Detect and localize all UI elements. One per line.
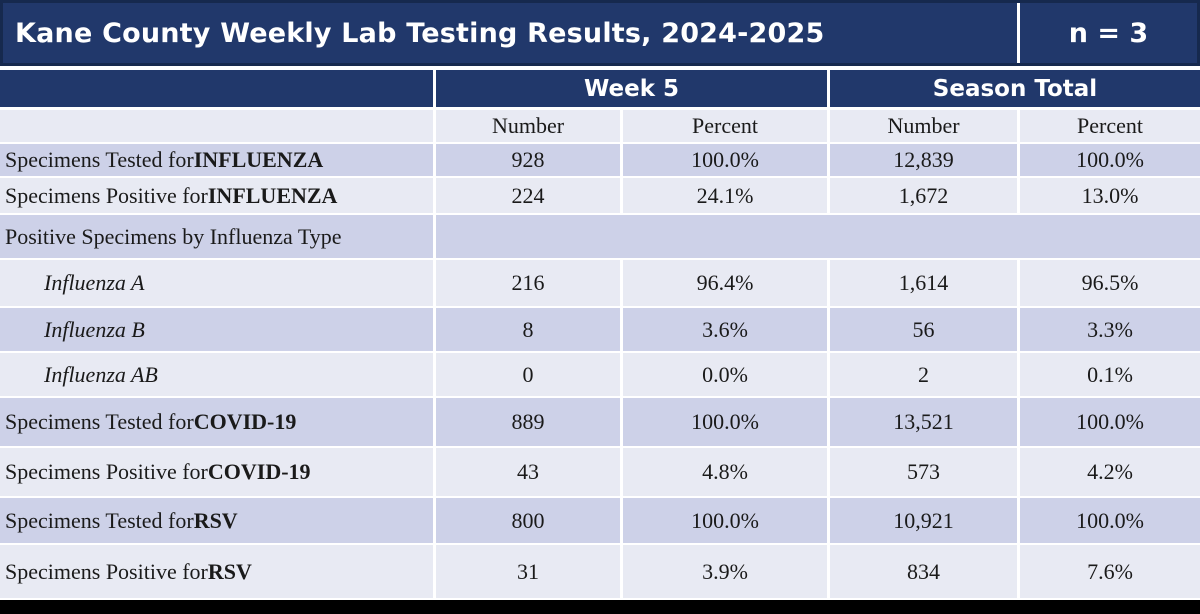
value-cell: 12,839 [827, 144, 1017, 178]
table-row: Specimens Positive for COVID-19 43 4.8% 573… [0, 448, 1200, 498]
value-cell: 4.2% [1017, 448, 1200, 498]
row-label: Specimens Tested for COVID-19 [0, 398, 433, 448]
table-row: Specimens Tested for RSV 800 100.0% 10,921 1… [0, 498, 1200, 545]
merged-empty-cell [433, 215, 1200, 260]
value-cell: 100.0% [620, 144, 827, 178]
value-cell: 0 [433, 353, 620, 398]
value-cell: 100.0% [1017, 144, 1200, 178]
value-cell: 100.0% [620, 398, 827, 448]
value-cell: 834 [827, 545, 1017, 600]
value-cell: 1,614 [827, 260, 1017, 308]
table-row: Specimens Positive for INFLUENZA 224 24.1%… [0, 178, 1200, 215]
value-cell: 96.4% [620, 260, 827, 308]
subheader-empty-cell [0, 110, 433, 144]
value-cell: 13,521 [827, 398, 1017, 448]
table-body: Specimens Tested for INFLUENZA 928 100.0% 1… [0, 144, 1200, 600]
value-cell: 100.0% [1017, 398, 1200, 448]
row-label: Influenza AB [0, 353, 433, 398]
column-group-header-row: Week 5 Season Total [0, 70, 1200, 110]
row-label: Specimens Positive for COVID-19 [0, 448, 433, 498]
column-header-season-number: Number [827, 110, 1017, 144]
value-cell: 13.0% [1017, 178, 1200, 215]
table-row: Influenza B 8 3.6% 56 3.3% [0, 308, 1200, 353]
table-row: Influenza AB 0 0.0% 2 0.1% [0, 353, 1200, 398]
value-cell: 100.0% [1017, 498, 1200, 545]
value-cell: 3.6% [620, 308, 827, 353]
row-label: Positive Specimens by Influenza Type [0, 215, 433, 260]
value-cell: 8 [433, 308, 620, 353]
bottom-bar [0, 600, 1200, 614]
group-header-empty-cell [0, 70, 433, 110]
value-cell: 1,672 [827, 178, 1017, 215]
value-cell: 0.1% [1017, 353, 1200, 398]
value-cell: 43 [433, 448, 620, 498]
row-label: Specimens Tested for INFLUENZA [0, 144, 433, 178]
column-header-week5-number: Number [433, 110, 620, 144]
group-header-season-total: Season Total [827, 70, 1200, 110]
value-cell: 24.1% [620, 178, 827, 215]
column-header-week5-percent: Percent [620, 110, 827, 144]
value-cell: 0.0% [620, 353, 827, 398]
row-label: Specimens Positive for INFLUENZA [0, 178, 433, 215]
row-label: Specimens Tested for RSV [0, 498, 433, 545]
table-row: Specimens Positive for RSV 31 3.9% 834 7.6% [0, 545, 1200, 600]
value-cell: 96.5% [1017, 260, 1200, 308]
value-cell: 224 [433, 178, 620, 215]
value-cell: 3.9% [620, 545, 827, 600]
row-label: Specimens Positive for RSV [0, 545, 433, 600]
value-cell: 56 [827, 308, 1017, 353]
value-cell: 3.3% [1017, 308, 1200, 353]
value-cell: 573 [827, 448, 1017, 498]
value-cell: 2 [827, 353, 1017, 398]
group-header-week5: Week 5 [433, 70, 827, 110]
title-bar: Kane County Weekly Lab Testing Results, … [0, 0, 1200, 66]
table-row: Positive Specimens by Influenza Type [0, 215, 1200, 260]
row-label: Influenza A [0, 260, 433, 308]
row-label: Influenza B [0, 308, 433, 353]
value-cell: 100.0% [620, 498, 827, 545]
value-cell: 4.8% [620, 448, 827, 498]
value-cell: 800 [433, 498, 620, 545]
value-cell: 7.6% [1017, 545, 1200, 600]
page-title: Kane County Weekly Lab Testing Results, … [15, 17, 825, 49]
table-row: Specimens Tested for INFLUENZA 928 100.0% 1… [0, 144, 1200, 178]
value-cell: 889 [433, 398, 620, 448]
table-row: Influenza A 216 96.4% 1,614 96.5% [0, 260, 1200, 308]
value-cell: 10,921 [827, 498, 1017, 545]
column-header-season-percent: Percent [1017, 110, 1200, 144]
value-cell: 216 [433, 260, 620, 308]
value-cell: 31 [433, 545, 620, 600]
table-row: Specimens Tested for COVID-19 889 100.0% 13… [0, 398, 1200, 448]
n-count-badge: n = 3 [1017, 3, 1197, 63]
value-cell: 928 [433, 144, 620, 178]
column-subheader-row: Number Percent Number Percent [0, 110, 1200, 144]
